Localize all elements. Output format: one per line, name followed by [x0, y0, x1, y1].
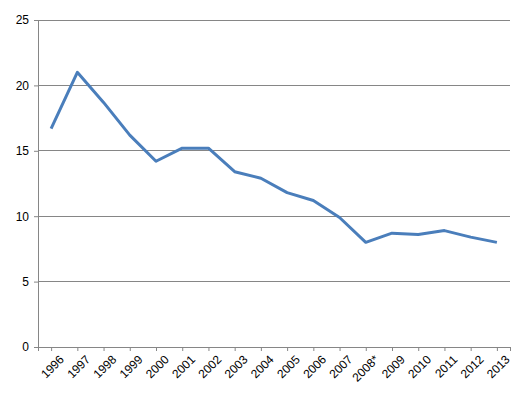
y-tick-label: 5: [22, 275, 29, 289]
x-tick: 1999: [117, 347, 146, 381]
x-tick-label: 2001: [169, 352, 198, 381]
grid-line: [38, 85, 510, 86]
x-tick: 1996: [38, 347, 67, 381]
x-tick-label: 2013: [484, 352, 513, 381]
x-tick-label: 2011: [432, 352, 460, 380]
x-tick-label: 2003: [222, 352, 251, 381]
y-tick: 0: [22, 340, 38, 354]
y-tick: 25: [16, 13, 38, 27]
x-tick-label: 2010: [405, 352, 434, 381]
x-tick-mark: [366, 347, 367, 351]
plot-area: 0510152025199619971998199920002001200220…: [16, 13, 513, 384]
x-tick-label: 1999: [117, 352, 146, 381]
x-tick: 2009: [379, 347, 408, 381]
grid-line: [38, 150, 510, 151]
x-axis: 1996199719981999200020012002200320042005…: [38, 347, 513, 384]
x-tick: 2000: [143, 347, 172, 381]
x-tick: 2003: [222, 347, 251, 381]
x-tick-mark: [418, 347, 419, 351]
x-tick: 2005: [274, 347, 303, 381]
x-tick-label: 2006: [300, 352, 329, 381]
y-tick-label: 25: [16, 13, 30, 27]
x-tick-label: 2012: [458, 352, 487, 381]
y-tick: 15: [16, 144, 38, 158]
y-tick: 5: [22, 275, 38, 289]
x-tick-mark: [313, 347, 314, 351]
x-tick: 1997: [64, 347, 93, 381]
x-tick: 1998: [91, 347, 120, 381]
x-tick: 2002: [195, 347, 224, 381]
x-tick-mark: [497, 347, 498, 351]
x-tick: 2006: [300, 347, 329, 381]
y-tick-label: 20: [16, 79, 30, 93]
x-tick-label: 2002: [195, 352, 224, 381]
x-tick-label: 1998: [91, 352, 120, 381]
y-axis: 0 5 10 15 20 25: [16, 13, 39, 354]
x-tick-label: 2000: [143, 352, 172, 381]
data-line: [51, 72, 497, 242]
x-tick-mark: [104, 347, 105, 351]
x-tick: 2010: [405, 347, 434, 381]
x-tick-mark: [340, 347, 341, 351]
x-tick-label: 2004: [248, 352, 277, 381]
y-tick-mark: [34, 347, 38, 348]
y-tick-mark: [34, 20, 38, 21]
x-tick-label: 2008*: [350, 352, 382, 384]
x-tick-mark: [471, 347, 472, 351]
grid-line: [38, 20, 510, 21]
x-tick-mark: [392, 347, 393, 351]
grid: [38, 20, 510, 347]
y-tick-label: 10: [16, 210, 30, 224]
y-tick-label: 0: [22, 340, 29, 354]
x-tick-label: 1996: [38, 352, 67, 381]
x-axis-line: [39, 348, 511, 352]
x-tick-label: 2009: [379, 352, 408, 381]
x-tick: 2011: [432, 347, 460, 381]
y-tick: 10: [16, 210, 38, 224]
chart: 0510152025199619971998199920002001200220…: [0, 0, 525, 416]
y-tick-mark: [34, 151, 38, 152]
x-tick: 2012: [458, 347, 487, 381]
marks: [51, 72, 497, 242]
x-tick-mark: [182, 347, 183, 351]
y-tick-label: 15: [16, 144, 30, 158]
x-tick-mark: [77, 347, 78, 351]
y-tick: 20: [16, 79, 38, 93]
x-tick-label: 1997: [64, 352, 93, 381]
x-tick-mark: [261, 347, 262, 351]
x-tick-mark: [51, 347, 52, 351]
grid-line: [38, 216, 510, 217]
x-tick-mark: [130, 347, 131, 351]
x-tick: 2008*: [350, 347, 382, 384]
grid-line: [38, 281, 510, 282]
y-tick-mark: [34, 85, 38, 86]
x-tick: 2001: [169, 347, 198, 381]
x-tick: 2004: [248, 347, 277, 381]
x-tick-mark: [235, 347, 236, 351]
y-tick-mark: [34, 216, 38, 217]
y-axis-line: [34, 21, 39, 348]
x-tick-mark: [208, 347, 209, 351]
y-tick-mark: [34, 282, 38, 283]
x-tick-label: 2005: [274, 352, 303, 381]
x-tick-mark: [287, 347, 288, 351]
x-tick: 2013: [484, 347, 513, 381]
x-tick-mark: [444, 347, 445, 351]
x-tick-mark: [156, 347, 157, 351]
